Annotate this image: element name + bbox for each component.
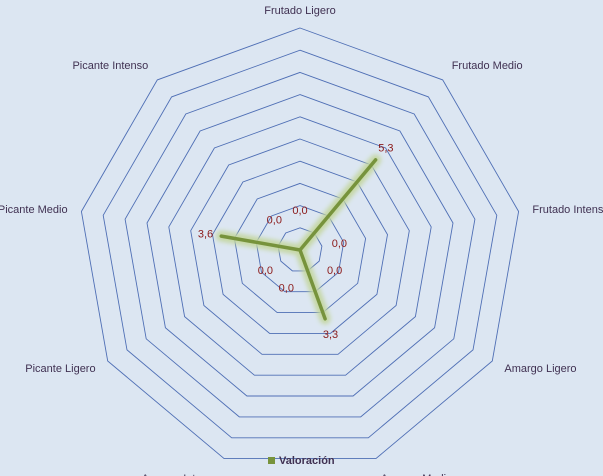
radar-grid <box>80 27 520 460</box>
legend-swatch <box>268 457 275 464</box>
data-label: 0,0 <box>279 283 294 295</box>
category-label: Frutado Intenso <box>532 204 603 216</box>
series-layer <box>215 154 382 325</box>
data-label: 3,6 <box>198 228 213 240</box>
series-line-0 <box>219 158 378 321</box>
grid-ring-9 <box>102 49 498 439</box>
data-labels: 0,0 5,3 0,0 0,0 3,3 0,0 0,0 3,6 0,0 <box>198 143 394 341</box>
category-label: Picante Ligero <box>25 363 95 375</box>
category-label: Frutado Ligero <box>264 5 336 17</box>
grid-ring-3 <box>233 182 367 314</box>
data-label: 0,0 <box>267 214 282 226</box>
grid-ring-1 <box>277 227 323 272</box>
category-labels: Frutado Ligero Frutado Medio Frutado Inten… <box>0 5 603 476</box>
category-label: Amargo Medio <box>381 473 453 476</box>
grid-ring-8 <box>124 71 476 418</box>
grid-ring-6 <box>168 116 432 376</box>
grid-ring-4 <box>212 160 388 334</box>
grid-ring-10 <box>80 27 520 460</box>
category-label: Picante Medio <box>0 204 68 216</box>
data-label: 0,0 <box>292 205 307 217</box>
grid-ring-7 <box>146 94 454 397</box>
data-label: 5,3 <box>378 143 393 155</box>
category-label: Amargo Intenso <box>142 473 220 476</box>
data-label: 0,0 <box>258 265 273 277</box>
legend: Valoración <box>268 455 335 467</box>
category-label: Amargo Ligero <box>504 363 576 375</box>
category-label: Frutado Medio <box>452 60 523 72</box>
data-label: 0,0 <box>332 238 347 250</box>
data-label: 0,0 <box>327 265 342 277</box>
grid-ring-5 <box>190 138 410 355</box>
data-label: 3,3 <box>323 329 338 341</box>
grid-ring-2 <box>255 205 345 293</box>
legend-label: Valoración <box>279 455 335 467</box>
category-label: Picante Intenso <box>72 60 148 72</box>
